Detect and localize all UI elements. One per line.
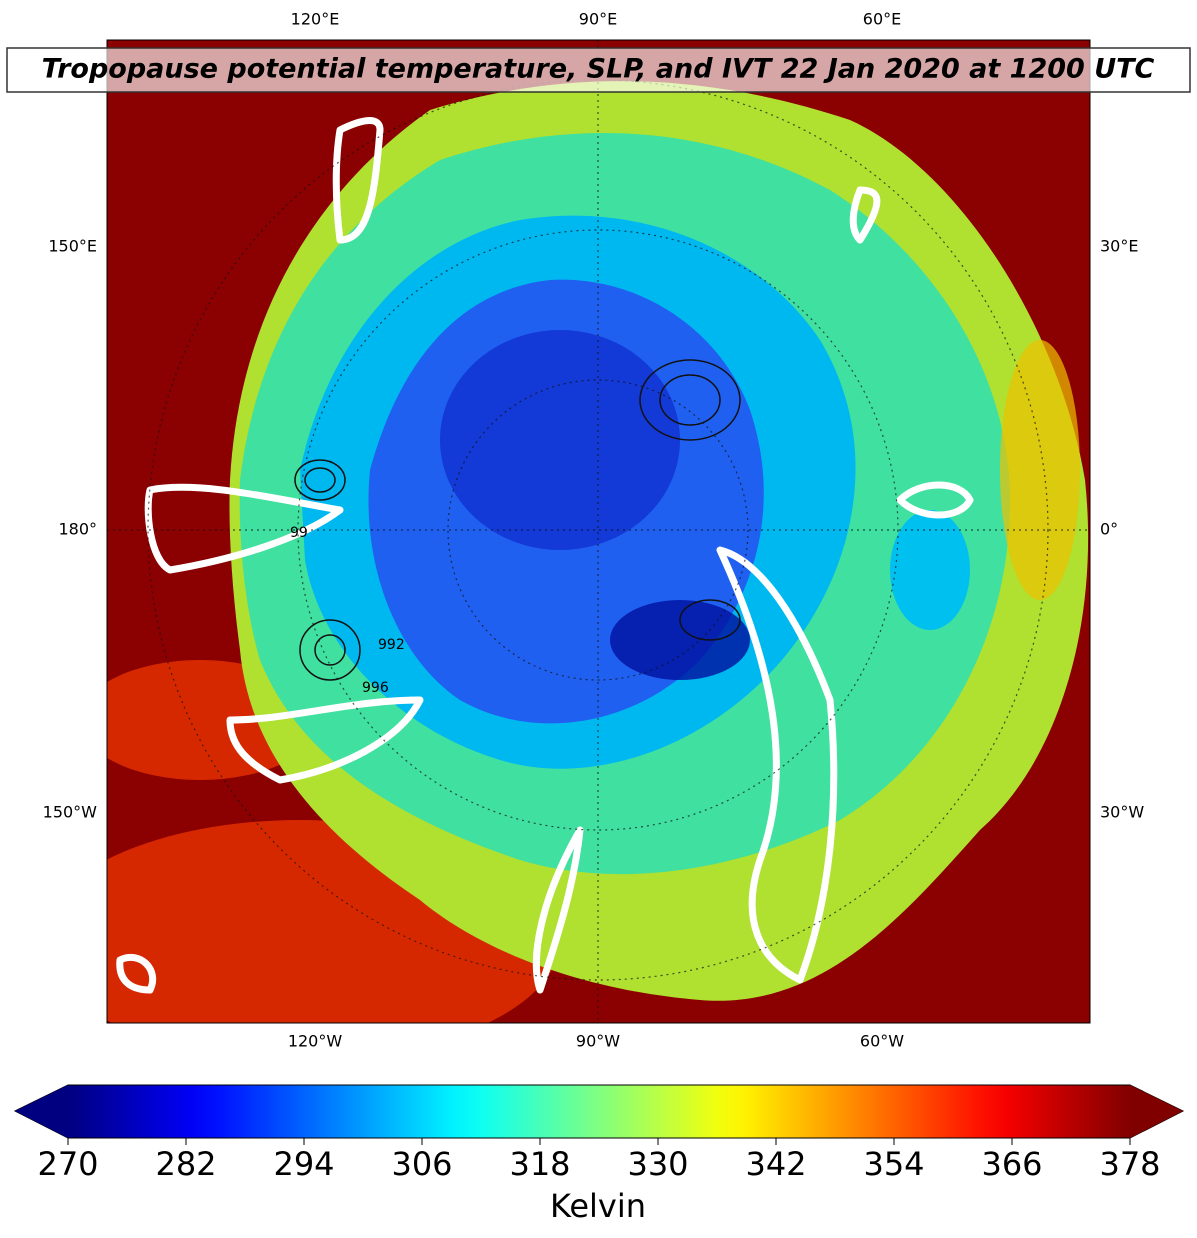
lon-label: 60°E [863, 10, 901, 29]
lon-label: 120°E [291, 10, 340, 29]
colorbar-tick-label: 366 [981, 1145, 1042, 1183]
colorbar-tick-label: 330 [627, 1145, 688, 1183]
title-box [6, 47, 1191, 93]
lat-label: 30°E [1100, 237, 1138, 256]
contour-label: 99 [290, 525, 308, 541]
colorbar-extend-high [1130, 1085, 1183, 1138]
lat-label: 0° [1100, 520, 1118, 539]
contour-label: 996 [362, 680, 389, 696]
lon-label: 90°E [579, 10, 617, 29]
lat-label: 30°W [1100, 803, 1144, 822]
colorbar-tick-label: 282 [155, 1145, 216, 1183]
colorbar-tick-label: 294 [273, 1145, 334, 1183]
colorbar-extend-low [15, 1085, 68, 1138]
contour-label: 992 [378, 637, 405, 653]
map: 99 992 996 [107, 40, 1090, 1023]
lon-label: 90°W [576, 1032, 620, 1051]
colorbar-tick-label: 342 [745, 1145, 806, 1183]
colorbar-tick-label: 378 [1099, 1145, 1160, 1183]
colorbar-body [13, 1084, 1185, 1139]
colorbar-tick-label: 354 [863, 1145, 924, 1183]
graticule-labels: 120°E 90°E 60°E 120°W 90°W 60°W 150°E 180° 150°W… [43, 10, 1145, 1051]
colorbar-tick-label: 318 [509, 1145, 570, 1183]
lon-label: 60°W [860, 1032, 904, 1051]
colorbar-tick-label: 270 [37, 1145, 98, 1183]
lon-label: 120°W [288, 1032, 343, 1051]
colorbar: Kelvin 270 282 294 306 318 330 342 354 366 378 [13, 1084, 1185, 1225]
title: Tropopause potential temperature, SLP, a… [42, 54, 1155, 85]
lat-label: 180° [58, 520, 97, 539]
colorbar-tick-label: 306 [391, 1145, 452, 1183]
lat-label: 150°W [43, 803, 98, 822]
map-frame [106, 39, 1091, 1024]
colorbar-label: Kelvin [550, 1187, 646, 1225]
lat-label: 150°E [48, 237, 97, 256]
